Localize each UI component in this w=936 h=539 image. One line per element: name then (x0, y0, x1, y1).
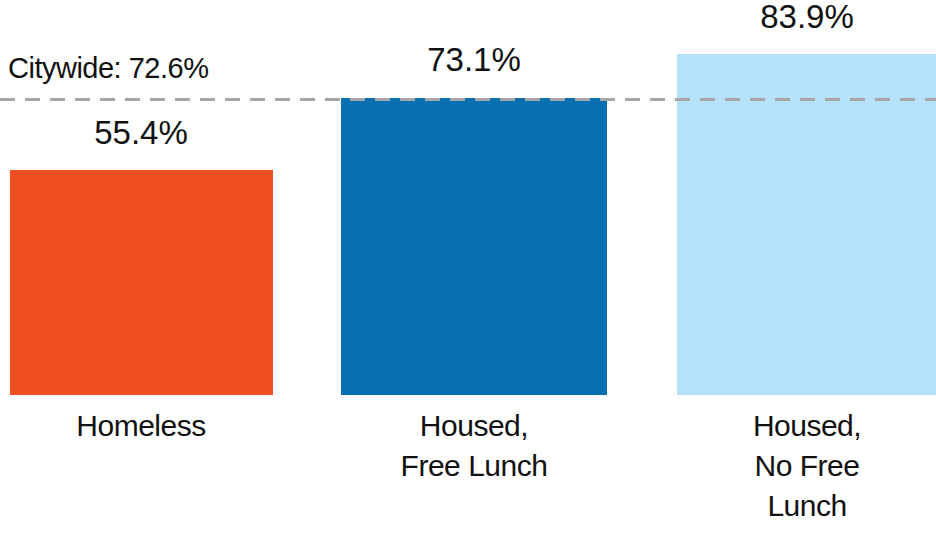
bar-homeless (10, 170, 273, 396)
axis-label-housed-no-free-lunch: Housed, No Free Lunch (753, 406, 861, 526)
bar-chart: Citywide: 72.6% 55.4% 73.1% 83.9% Homele… (0, 0, 936, 539)
citywide-benchmark-label: Citywide: 72.6% (8, 52, 208, 85)
axis-label-line: Homeless (76, 406, 205, 446)
axis-label-line: Lunch (753, 486, 861, 526)
axis-label-housed-free-lunch: Housed, Free Lunch (401, 406, 548, 486)
axis-label-line: Free Lunch (401, 446, 548, 486)
citywide-dashed-line (0, 98, 936, 101)
bar-housed-no-free-lunch (677, 54, 936, 396)
axis-label-line: No Free (753, 446, 861, 486)
axis-label-line: Housed, (401, 406, 548, 446)
value-label-housed-no-free-lunch: 83.9% (760, 0, 854, 36)
axis-label-homeless: Homeless (76, 406, 205, 446)
value-label-homeless: 55.4% (94, 114, 188, 152)
bar-housed-free-lunch (341, 98, 607, 396)
value-label-housed-free-lunch: 73.1% (427, 41, 521, 79)
axis-label-line: Housed, (753, 406, 861, 446)
